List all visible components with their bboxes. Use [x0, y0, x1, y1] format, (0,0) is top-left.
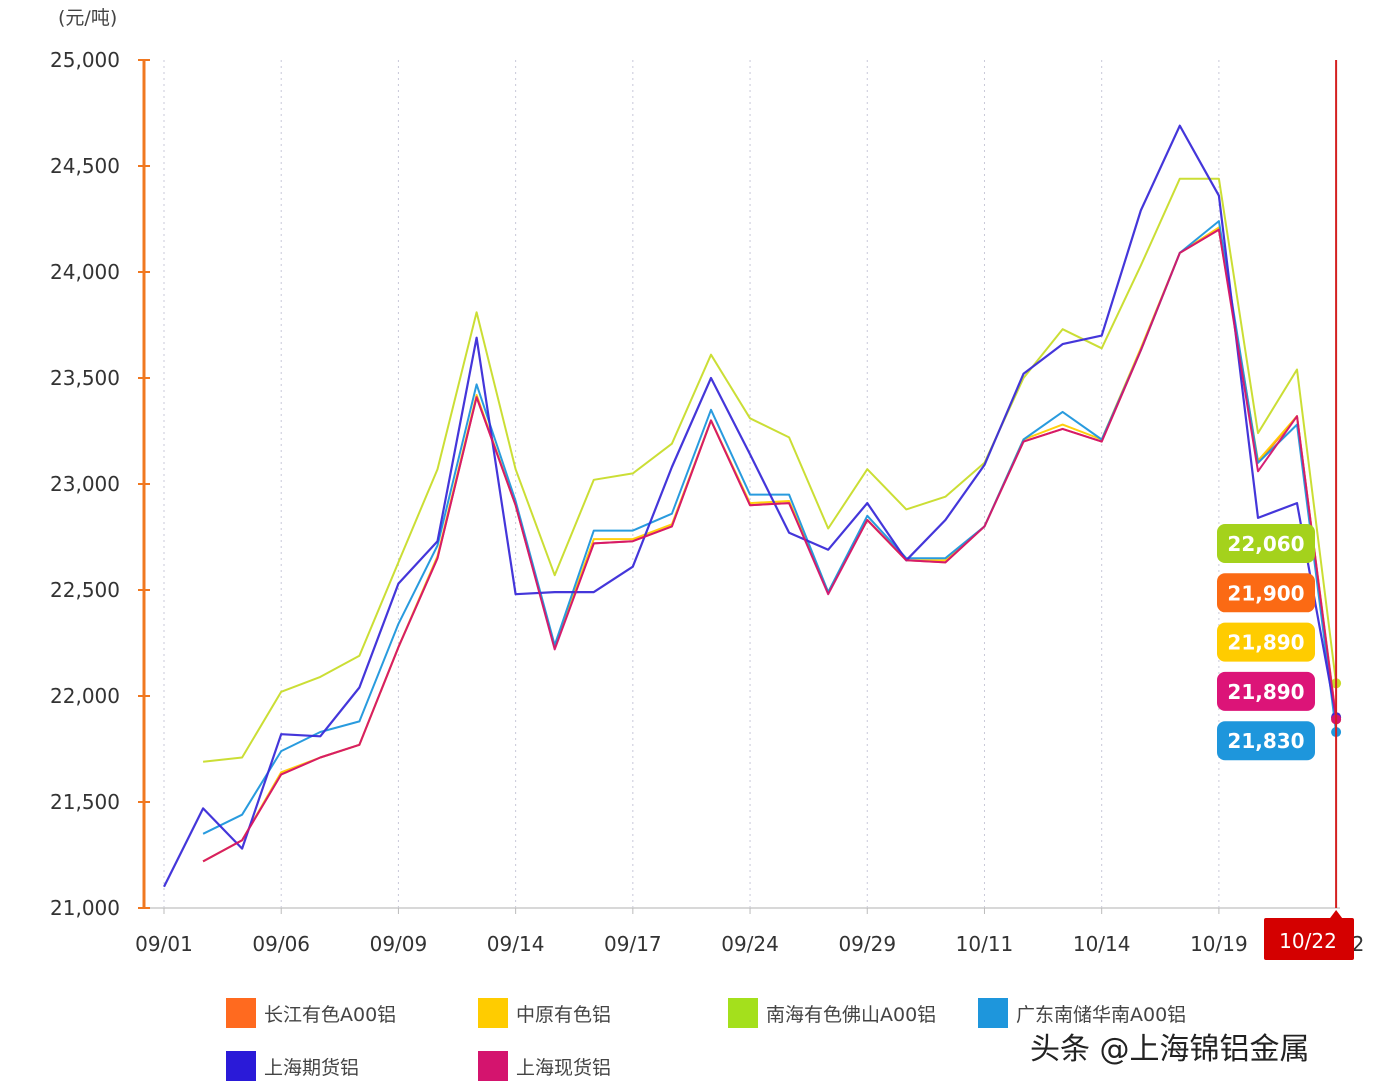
date-badge-label: 10/22	[1279, 929, 1337, 953]
legend-swatch	[978, 998, 1008, 1028]
x-tick-label: 10/11	[956, 932, 1014, 956]
end-value-box	[1217, 671, 1315, 711]
y-tick-label: 24,500	[50, 154, 120, 178]
x-tick-label: 10/19	[1190, 932, 1248, 956]
y-tick-label: 22,500	[50, 578, 120, 602]
x-tick-label-partial: 2	[1352, 932, 1365, 956]
end-value-label: 21,890	[1227, 680, 1304, 704]
end-label-layer: 10/22 22,060 21,900 21,890 21,890 21,830	[1217, 60, 1354, 960]
series-layer	[163, 124, 1342, 888]
grid-layer	[163, 60, 1220, 908]
line-chart: 21,000 21,500 22,000 22,500 23,000 23,500 24,0…	[50, 7, 1364, 960]
legend-item-zhongyuan[interactable]: 中原有色铝	[478, 998, 611, 1028]
end-value-label: 21,900	[1227, 581, 1304, 605]
x-tick-label: 09/09	[370, 932, 428, 956]
legend-item-guangdong[interactable]: 广东南储华南A00铝	[978, 998, 1186, 1028]
legend-swatch	[478, 998, 508, 1028]
x-tick-label: 09/01	[135, 932, 193, 956]
axis-layer: 21,000 21,500 22,000 22,500 23,000 23,500 24,0…	[50, 7, 1364, 956]
end-value-box	[1217, 721, 1315, 761]
end-value-label: 22,060	[1227, 532, 1304, 556]
end-value-box	[1217, 622, 1315, 662]
y-tick-label: 23,500	[50, 366, 120, 390]
legend-label: 广东南储华南A00铝	[1016, 1003, 1187, 1026]
date-badge	[1264, 918, 1354, 960]
x-tick-label: 09/14	[487, 932, 545, 956]
legend-item-shanghai-spot[interactable]: 上海现货铝	[478, 1051, 611, 1081]
end-value-box	[1217, 524, 1315, 563]
x-tick-label: 09/17	[604, 932, 662, 956]
y-tick-label: 24,000	[50, 260, 120, 284]
y-tick-label: 23,000	[50, 472, 120, 496]
x-tick-label: 09/24	[721, 932, 779, 956]
legend-swatch	[226, 998, 256, 1028]
x-tick-label: 10/14	[1073, 932, 1131, 956]
series-line-5	[202, 228, 1338, 863]
end-value-label: 21,890	[1227, 631, 1304, 655]
legend-item-nanhai[interactable]: 南海有色佛山A00铝	[728, 998, 936, 1028]
y-unit-label: (元/吨)	[58, 7, 117, 29]
series-line-2	[202, 177, 1338, 763]
y-tick-label: 21,500	[50, 790, 120, 814]
legend-label: 中原有色铝	[516, 1003, 612, 1026]
legend-label: 上海期货铝	[264, 1056, 360, 1079]
y-tick-label: 25,000	[50, 48, 120, 72]
y-tick-label: 22,000	[50, 684, 120, 708]
series-line-3	[202, 220, 1338, 835]
series-line-4	[163, 124, 1338, 888]
x-tick-label: 09/06	[252, 932, 310, 956]
legend-label: 上海现货铝	[516, 1056, 612, 1079]
legend-label: 南海有色佛山A00铝	[766, 1003, 937, 1026]
legend-label: 长江有色A00铝	[264, 1003, 397, 1026]
watermark: 头条 @上海锦铝金属	[1030, 1032, 1310, 1067]
legend-swatch	[226, 1051, 256, 1081]
legend-swatch	[728, 998, 758, 1028]
legend-swatch	[478, 1051, 508, 1081]
date-badge-pointer	[1330, 910, 1343, 918]
legend-item-shfe[interactable]: 上海期货铝	[226, 1051, 359, 1081]
series-line-1	[202, 226, 1338, 863]
end-value-box	[1217, 573, 1315, 613]
end-value-label: 21,830	[1227, 729, 1304, 753]
legend-item-changjiang[interactable]: 长江有色A00铝	[226, 998, 396, 1028]
series-line-0	[202, 228, 1338, 863]
y-tick-label: 21,000	[50, 896, 120, 920]
x-tick-label: 09/29	[838, 932, 896, 956]
